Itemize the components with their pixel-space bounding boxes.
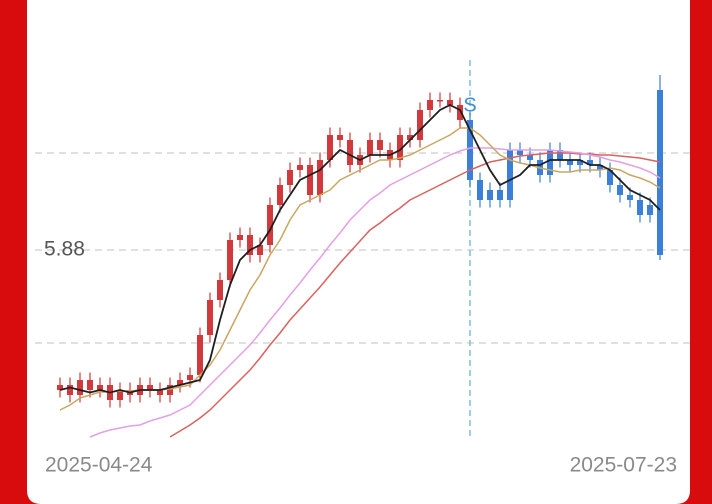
candle-body xyxy=(97,385,103,390)
candle-body xyxy=(557,150,563,160)
candle-body xyxy=(67,385,73,395)
candle-body xyxy=(87,380,93,390)
candle-body xyxy=(277,185,283,205)
candle-body xyxy=(477,180,483,200)
candle-body xyxy=(547,150,553,175)
candle-body xyxy=(437,100,443,102)
candle-body xyxy=(517,150,523,155)
card xyxy=(27,0,690,504)
candle-body xyxy=(377,140,383,150)
candle-body xyxy=(427,100,433,110)
ma-line xyxy=(59,103,661,394)
candle-body xyxy=(317,160,323,195)
x-tick-label: 2025-07-23 xyxy=(570,454,677,477)
signal-label: S xyxy=(463,94,476,116)
candle-body xyxy=(527,155,533,160)
candle-body xyxy=(187,375,193,380)
plot: 5.88 S 2025-04-24 2025-07-23 xyxy=(35,60,690,477)
x-tick-label: 2025-04-24 xyxy=(45,454,153,477)
candle-body xyxy=(257,245,263,255)
candle-body xyxy=(447,100,453,105)
candle-body xyxy=(567,160,573,165)
candle-body xyxy=(647,205,653,215)
candle-body xyxy=(597,165,603,170)
candle-body xyxy=(637,200,643,215)
candle-body xyxy=(507,150,513,200)
candle-body xyxy=(577,160,583,165)
candle-body xyxy=(327,135,333,160)
candle-body xyxy=(227,240,233,280)
candle-body xyxy=(657,90,663,255)
candle-body xyxy=(217,280,223,300)
y-tick-label: 5.88 xyxy=(44,238,85,261)
candle-body xyxy=(167,385,173,395)
candle-body xyxy=(367,140,373,155)
candle-body xyxy=(117,390,123,400)
candle-body xyxy=(337,135,343,140)
ma-line xyxy=(169,152,661,438)
ma-line xyxy=(89,147,661,438)
candle-body xyxy=(417,110,423,140)
candle-body xyxy=(57,385,63,390)
candle-body xyxy=(497,190,503,200)
candle-body xyxy=(627,195,633,200)
candle-body xyxy=(407,135,413,140)
candle-body xyxy=(177,380,183,385)
candle-body xyxy=(457,105,463,120)
candle-body xyxy=(347,140,353,165)
candle-body xyxy=(157,390,163,395)
candle-body xyxy=(237,235,243,240)
candle-body xyxy=(77,380,83,395)
candle-body xyxy=(247,235,253,255)
candle-body xyxy=(307,165,313,195)
candle-body xyxy=(287,170,293,185)
candle-body xyxy=(617,185,623,195)
candle-body xyxy=(587,160,593,165)
candle-body xyxy=(207,300,213,335)
candle-body xyxy=(397,135,403,160)
candle-body xyxy=(267,205,273,245)
candle-body xyxy=(147,385,153,390)
candle-body xyxy=(487,190,493,200)
candle-body xyxy=(297,165,303,170)
candle-body xyxy=(197,335,203,375)
candle-body xyxy=(607,170,613,185)
candle-body xyxy=(467,120,473,180)
